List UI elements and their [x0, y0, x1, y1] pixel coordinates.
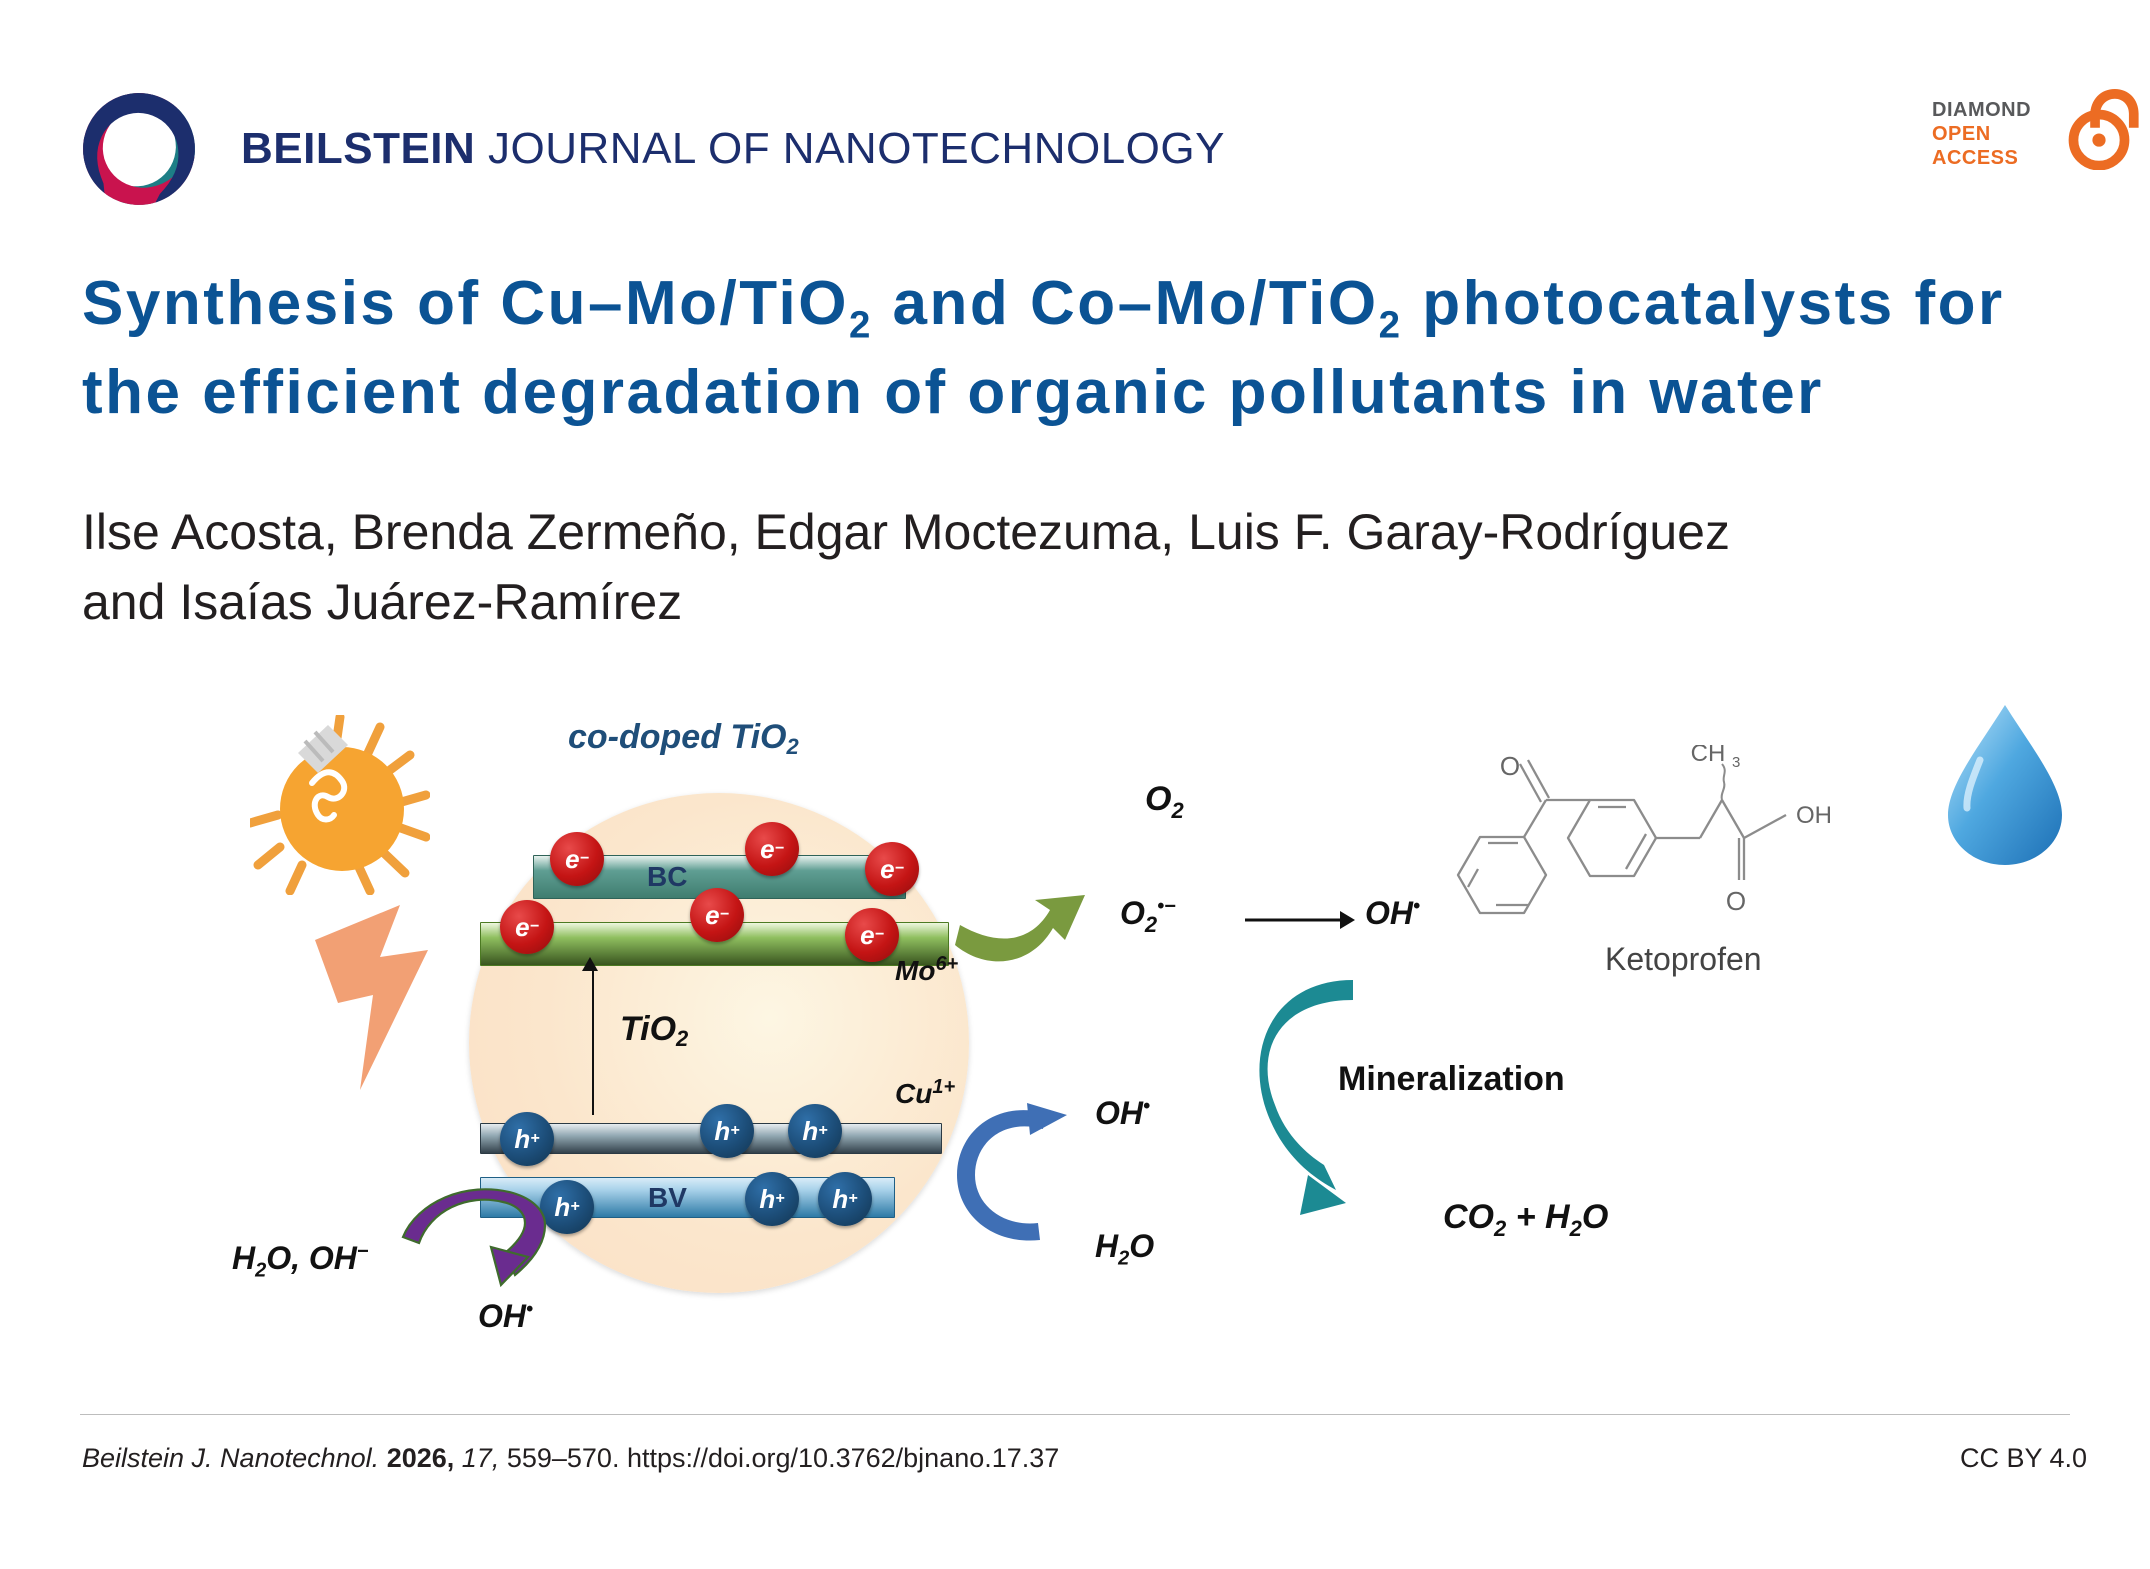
svg-text:OH: OH [1796, 802, 1832, 829]
svg-text:3: 3 [1732, 754, 1740, 771]
svg-text:O: O [1726, 886, 1746, 916]
svg-text:Ketoprofen: Ketoprofen [1605, 941, 1762, 977]
svg-text:O: O [1500, 751, 1520, 781]
svg-text:CH: CH [1691, 745, 1726, 767]
